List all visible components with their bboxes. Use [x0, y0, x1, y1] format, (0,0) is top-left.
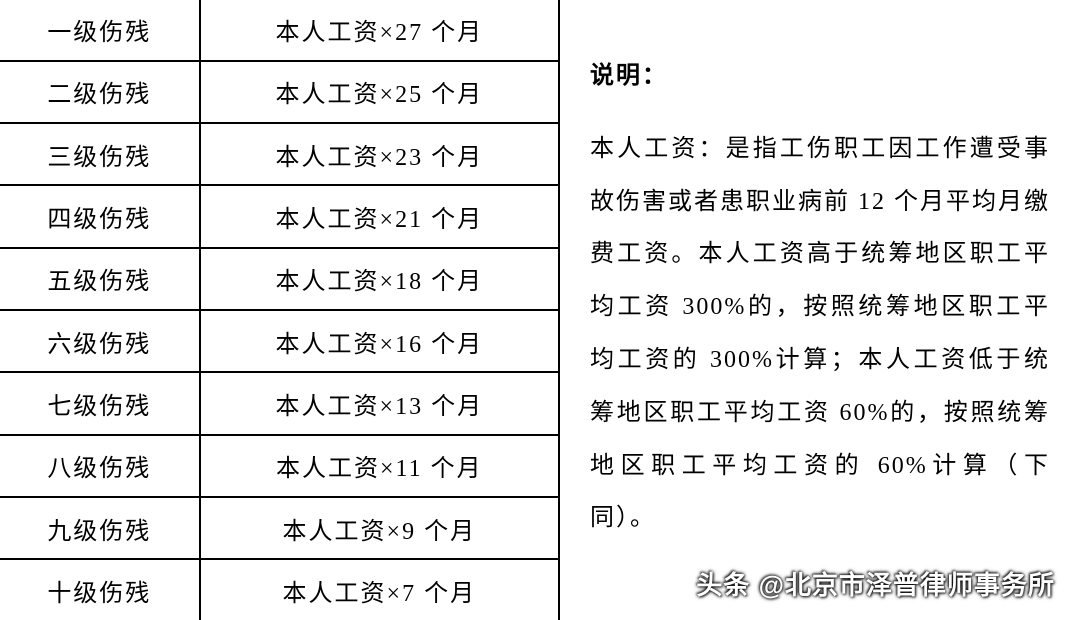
- table-row: 六级伤残本人工资×16 个月: [0, 310, 559, 372]
- table-row: 五级伤残本人工资×18 个月: [0, 248, 559, 310]
- disability-level-cell: 五级伤残: [0, 248, 200, 310]
- compensation-formula-cell: 本人工资×7 个月: [200, 559, 559, 620]
- compensation-formula-cell: 本人工资×27 个月: [200, 0, 559, 61]
- compensation-formula-cell: 本人工资×13 个月: [200, 372, 559, 434]
- table-row: 七级伤残本人工资×13 个月: [0, 372, 559, 434]
- description-section: 说明： 本人工资：是指工伤职工因工作遭受事故伤害或者患职业病前 12 个月平均月…: [560, 0, 1080, 620]
- compensation-formula-cell: 本人工资×16 个月: [200, 310, 559, 372]
- table-row: 三级伤残本人工资×23 个月: [0, 123, 559, 185]
- disability-level-cell: 六级伤残: [0, 310, 200, 372]
- toutiao-icon: [662, 570, 690, 598]
- table-row: 四级伤残本人工资×21 个月: [0, 185, 559, 247]
- compensation-formula-cell: 本人工资×18 个月: [200, 248, 559, 310]
- table-body: 一级伤残本人工资×27 个月二级伤残本人工资×25 个月三级伤残本人工资×23 …: [0, 0, 559, 620]
- table-row: 一级伤残本人工资×27 个月: [0, 0, 559, 61]
- disability-level-cell: 九级伤残: [0, 497, 200, 559]
- table-row: 八级伤残本人工资×11 个月: [0, 435, 559, 497]
- disability-level-cell: 三级伤残: [0, 123, 200, 185]
- compensation-formula-cell: 本人工资×21 个月: [200, 185, 559, 247]
- description-body: 本人工资：是指工伤职工因工作遭受事故伤害或者患职业病前 12 个月平均月缴费工资…: [590, 123, 1050, 545]
- compensation-formula-cell: 本人工资×23 个月: [200, 123, 559, 185]
- table-row: 九级伤残本人工资×9 个月: [0, 497, 559, 559]
- disability-level-cell: 十级伤残: [0, 559, 200, 620]
- watermark-text: 头条 @北京市泽普律师事务所: [696, 565, 1055, 602]
- watermark: 头条 @北京市泽普律师事务所: [662, 565, 1055, 602]
- disability-compensation-table: 一级伤残本人工资×27 个月二级伤残本人工资×25 个月三级伤残本人工资×23 …: [0, 0, 560, 620]
- compensation-formula-cell: 本人工资×25 个月: [200, 61, 559, 123]
- disability-level-cell: 四级伤残: [0, 185, 200, 247]
- disability-level-cell: 二级伤残: [0, 61, 200, 123]
- compensation-formula-cell: 本人工资×11 个月: [200, 435, 559, 497]
- disability-table-section: 一级伤残本人工资×27 个月二级伤残本人工资×25 个月三级伤残本人工资×23 …: [0, 0, 560, 620]
- disability-level-cell: 一级伤残: [0, 0, 200, 61]
- table-row: 二级伤残本人工资×25 个月: [0, 61, 559, 123]
- table-row: 十级伤残本人工资×7 个月: [0, 559, 559, 620]
- compensation-formula-cell: 本人工资×9 个月: [200, 497, 559, 559]
- disability-level-cell: 七级伤残: [0, 372, 200, 434]
- description-title: 说明：: [590, 50, 1050, 103]
- disability-level-cell: 八级伤残: [0, 435, 200, 497]
